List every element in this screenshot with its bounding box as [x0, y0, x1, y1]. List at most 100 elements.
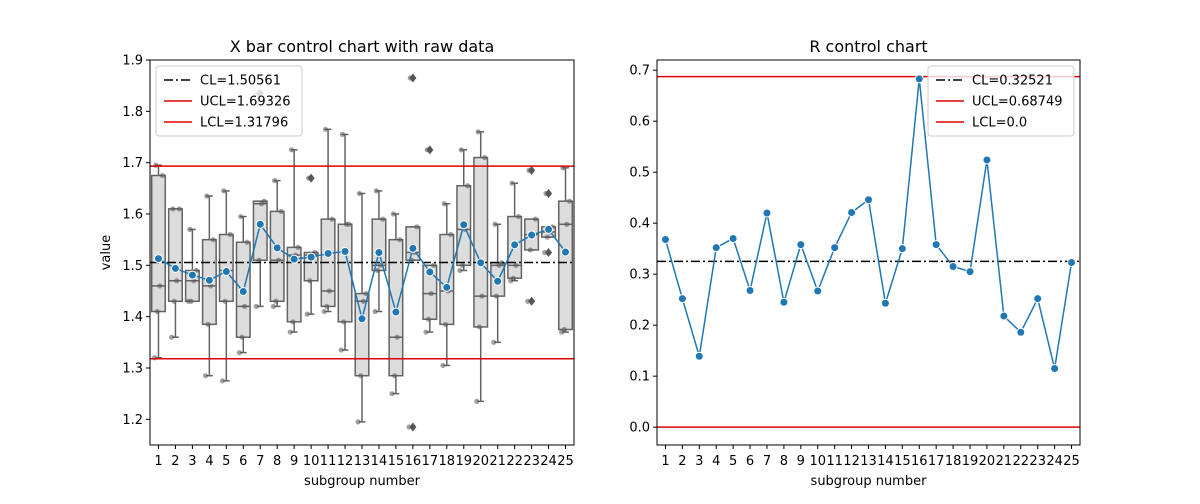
x-tick-label: 6 — [239, 454, 247, 469]
raw-data-point — [459, 262, 466, 268]
raw-data-point — [241, 303, 248, 309]
raw-data-point — [168, 334, 175, 340]
raw-data-point — [239, 334, 245, 340]
series-point — [847, 207, 857, 217]
raw-data-point — [253, 303, 259, 309]
raw-data-point — [236, 350, 242, 356]
raw-data-point — [278, 208, 284, 215]
x-tick-label: 11 — [320, 454, 337, 469]
series-point — [1033, 294, 1043, 304]
box-body — [354, 292, 370, 377]
raw-data-point — [170, 206, 176, 212]
series-point — [830, 243, 840, 253]
raw-data-point — [339, 131, 346, 138]
x-tick-label: 3 — [188, 454, 196, 469]
raw-data-point — [341, 319, 347, 325]
series-point — [1067, 257, 1077, 267]
raw-data-point — [373, 188, 379, 194]
raw-data-point — [204, 193, 210, 199]
x-tick-label: 15 — [388, 454, 405, 469]
raw-data-point — [394, 334, 400, 340]
legend-label: LCL=1.31796 — [200, 116, 288, 131]
raw-data-point — [414, 224, 420, 230]
legend-label: UCL=0.68749 — [972, 95, 1063, 110]
series-point — [170, 263, 180, 273]
x-tick-label: 13 — [354, 454, 371, 469]
box-outlier-marker — [545, 248, 553, 257]
x-tick-label: 19 — [455, 454, 472, 469]
box-outlier-marker — [528, 296, 536, 306]
raw-data-point — [513, 262, 519, 268]
raw-data-point — [290, 319, 296, 325]
raw-data-point — [475, 129, 481, 135]
y-tick-label: 1.2 — [122, 413, 143, 428]
raw-data-point — [295, 244, 301, 250]
series-point — [493, 276, 503, 286]
raw-data-point — [227, 231, 233, 238]
raw-data-point — [375, 267, 381, 274]
raw-data-point — [287, 329, 293, 335]
series-point — [527, 230, 537, 240]
y-tick-label: 1.8 — [122, 105, 143, 120]
x-tick-label: 14 — [877, 454, 894, 469]
x-tick-label: 8 — [273, 454, 281, 469]
chart-title: X bar control chart with raw data — [230, 37, 495, 56]
series-point — [694, 351, 704, 361]
raw-data-point — [397, 237, 403, 243]
y-tick-label: 0.3 — [629, 268, 650, 283]
x-tick-label: 2 — [678, 454, 686, 469]
xbar-chart-panel: X bar control chart with raw data 1.2 1.3 1… — [99, 37, 575, 489]
raw-data-point — [458, 147, 464, 153]
x-tick-label: 23 — [1029, 454, 1046, 469]
raw-data-point — [526, 167, 532, 173]
series-point — [544, 224, 554, 234]
x-tick-label: 9 — [290, 454, 298, 469]
y-tick-label: 0.5 — [629, 166, 650, 181]
box-body — [269, 210, 285, 303]
raw-data-point — [358, 373, 364, 379]
y-tick-label: 0.6 — [629, 115, 650, 130]
raw-data-point — [392, 373, 398, 379]
raw-data-point — [270, 303, 276, 309]
series-point — [272, 243, 282, 253]
raw-data-point — [275, 257, 282, 263]
raw-data-point — [428, 290, 434, 297]
y-tick-label: 1.5 — [122, 259, 143, 274]
x-tick-label: 18 — [945, 454, 962, 469]
raw-data-point — [389, 391, 395, 397]
legend-label: CL=1.50561 — [200, 74, 281, 89]
x-tick-label: 19 — [962, 454, 979, 469]
x-tick-label: 17 — [422, 454, 439, 469]
legend: CL=1.50561 UCL=1.69326 LCL=1.31796 — [155, 65, 303, 137]
series-point — [711, 243, 721, 253]
legend-label: LCL=0.0 — [972, 116, 1027, 131]
x-tick-label: 11 — [826, 454, 843, 469]
y-axis-label: value — [99, 235, 114, 271]
box-body — [167, 208, 183, 303]
raw-data-point — [205, 321, 211, 327]
series-point — [1016, 327, 1026, 337]
series-point — [880, 298, 890, 308]
series-point — [745, 285, 755, 295]
raw-data-point — [157, 283, 163, 289]
series-point — [965, 267, 975, 277]
series-point — [459, 220, 469, 230]
series-point — [1050, 364, 1060, 374]
x-tick-label: 17 — [928, 454, 945, 469]
raw-data-point — [532, 216, 539, 222]
x-tick-label: 2 — [171, 454, 179, 469]
raw-data-point — [390, 211, 396, 217]
series-point — [408, 243, 418, 253]
x-tick-label: 3 — [695, 454, 703, 469]
raw-data-point — [305, 175, 312, 181]
x-tick-label: 4 — [205, 454, 213, 469]
x-axis-label: subgroup number — [304, 474, 421, 489]
x-tick-label: 9 — [797, 454, 805, 469]
raw-data-point — [465, 183, 471, 189]
x-tick-label: 7 — [763, 454, 771, 469]
series-point — [931, 240, 941, 250]
raw-data-point — [322, 126, 329, 132]
series-point — [677, 294, 687, 304]
legend-frame — [927, 65, 1075, 137]
